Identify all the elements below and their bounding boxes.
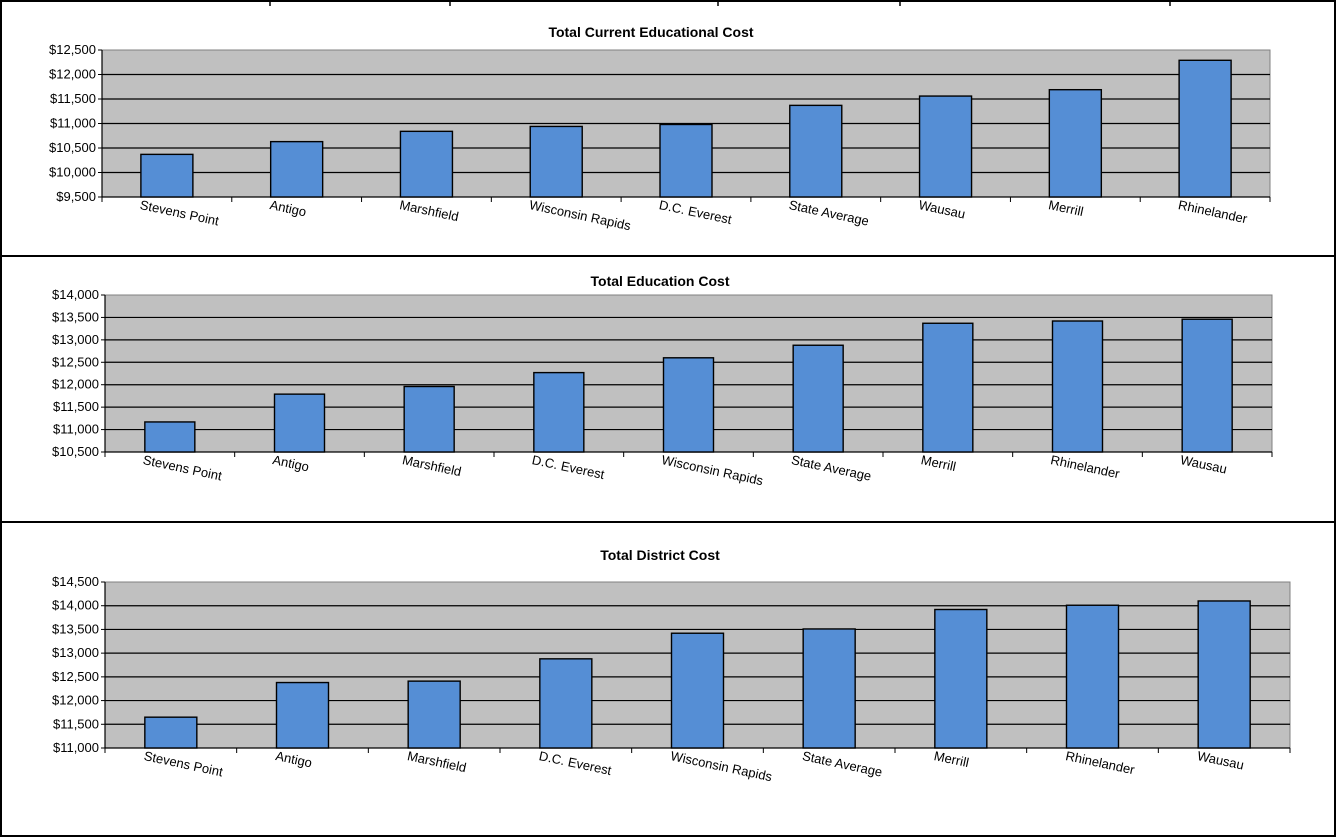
y-tick-label: $10,000 bbox=[49, 165, 96, 180]
x-tick-label: Merrill bbox=[920, 452, 958, 474]
x-tick-label: Wausau bbox=[1196, 748, 1245, 772]
x-tick-label: Antigo bbox=[268, 197, 307, 219]
bar bbox=[140, 153, 194, 198]
y-tick-label: $14,500 bbox=[52, 574, 99, 589]
chart-title: Total Education Cost bbox=[591, 273, 730, 289]
x-tick-label: Merrill bbox=[933, 748, 971, 770]
y-tick-label: $12,500 bbox=[52, 669, 99, 684]
x-tick-label: State Average bbox=[788, 197, 871, 229]
bar bbox=[144, 421, 196, 453]
bar bbox=[662, 357, 715, 453]
x-tick-label: Wisconsin Rapids bbox=[669, 748, 774, 784]
y-tick-label: $11,000 bbox=[53, 422, 99, 437]
bar bbox=[1178, 59, 1232, 198]
x-tick-label: Antigo bbox=[271, 452, 310, 474]
y-tick-label: $13,000 bbox=[52, 645, 99, 660]
bar bbox=[918, 95, 973, 198]
y-tick-label: $14,000 bbox=[52, 287, 99, 302]
y-tick-label: $11,000 bbox=[53, 740, 99, 755]
y-tick-label: $11,000 bbox=[50, 116, 96, 131]
bar bbox=[1197, 600, 1251, 749]
y-tick-label: $12,500 bbox=[49, 42, 96, 57]
x-tick-label: Wausau bbox=[1179, 452, 1228, 476]
chart-plot: $14,000 $13,500 $13,000 $12,500 $12,000 $11,5… bbox=[52, 287, 1273, 488]
bar bbox=[1181, 318, 1233, 453]
bar bbox=[922, 322, 974, 453]
bar bbox=[789, 104, 843, 198]
x-tick-label: Wisconsin Rapids bbox=[660, 452, 765, 488]
y-tick-label: $14,000 bbox=[52, 598, 99, 613]
bar bbox=[1048, 88, 1103, 198]
chart-education-cost: Total Education Cost $14,000 $13,500 $13,0… bbox=[52, 273, 1273, 488]
bar bbox=[273, 393, 326, 453]
bar bbox=[1051, 320, 1104, 453]
y-tick-label: $10,500 bbox=[52, 444, 99, 459]
x-tick-label: Stevens Point bbox=[142, 452, 224, 483]
bar bbox=[802, 628, 856, 749]
x-tick-label: Rhinelander bbox=[1049, 452, 1121, 481]
x-tick-label: Marshfield bbox=[398, 197, 460, 224]
bar bbox=[144, 716, 198, 749]
x-tick-label: Merrill bbox=[1047, 197, 1085, 219]
x-tick-label: Antigo bbox=[274, 748, 313, 770]
bar bbox=[792, 344, 844, 453]
bar bbox=[529, 125, 583, 198]
bar bbox=[269, 140, 324, 198]
y-tick-label: $9,500 bbox=[56, 189, 96, 204]
x-tick-label: D.C. Everest bbox=[531, 452, 607, 482]
chart-title: Total Current Educational Cost bbox=[548, 24, 753, 40]
x-tick-label: Marshfield bbox=[406, 748, 468, 775]
bar bbox=[407, 680, 461, 749]
x-tick-label: Wisconsin Rapids bbox=[528, 197, 633, 233]
bar bbox=[533, 371, 585, 453]
x-tick-label: Rhinelander bbox=[1064, 748, 1136, 777]
y-tick-label: $13,500 bbox=[52, 309, 99, 324]
bar bbox=[403, 385, 455, 453]
bar bbox=[539, 658, 593, 749]
y-tick-label: $11,500 bbox=[50, 91, 96, 106]
y-tick-label: $12,500 bbox=[52, 354, 99, 369]
chart-title: Total District Cost bbox=[600, 547, 720, 563]
y-tick-label: $11,500 bbox=[53, 716, 99, 731]
chart-current-educational-cost: Total Current Educational Cost $12,500$1… bbox=[49, 24, 1271, 233]
chart-plot: $14,500 $14,000 $13,500 $13,000 $12,500 $12,0… bbox=[52, 574, 1291, 784]
bar bbox=[659, 123, 713, 198]
y-tick-label: $12,000 bbox=[49, 67, 96, 82]
x-tick-label: Marshfield bbox=[401, 452, 463, 479]
x-tick-label: Wausau bbox=[917, 197, 966, 221]
chart-district-cost: Total District Cost $14,500 $14,000 $13,50… bbox=[52, 547, 1291, 784]
y-tick-label: $13,500 bbox=[52, 621, 99, 636]
y-tick-label: $11,500 bbox=[53, 399, 99, 414]
bar bbox=[275, 681, 330, 749]
bar bbox=[1065, 604, 1120, 749]
bar bbox=[934, 608, 988, 749]
x-tick-label: Stevens Point bbox=[139, 197, 221, 228]
x-tick-label: State Average bbox=[801, 748, 884, 780]
y-tick-label: $12,000 bbox=[52, 693, 99, 708]
x-tick-label: State Average bbox=[790, 452, 873, 484]
x-tick-label: Stevens Point bbox=[143, 748, 225, 779]
chart-plot: $12,500 $12,000 $11,500 $11,000 $10,500 $10,0… bbox=[49, 42, 1271, 233]
x-tick-label: D.C. Everest bbox=[538, 748, 614, 778]
bar bbox=[670, 632, 725, 749]
y-tick-label: $10,500 bbox=[49, 140, 96, 155]
bar bbox=[399, 130, 454, 198]
x-tick-label: D.C. Everest bbox=[658, 197, 734, 227]
y-tick-label: $13,000 bbox=[52, 332, 99, 347]
x-tick-label: Rhinelander bbox=[1177, 197, 1249, 226]
y-tick-label: $12,000 bbox=[52, 377, 99, 392]
